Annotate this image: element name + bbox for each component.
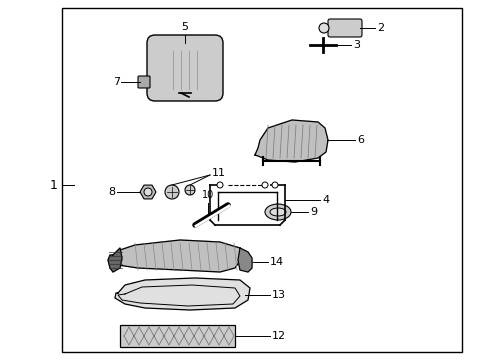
Circle shape [185, 185, 195, 195]
Polygon shape [113, 240, 242, 272]
Text: 10: 10 [202, 190, 214, 200]
Text: 14: 14 [270, 257, 284, 267]
Text: 4: 4 [322, 195, 329, 205]
Text: 6: 6 [357, 135, 364, 145]
FancyBboxPatch shape [328, 19, 362, 37]
Text: 1: 1 [50, 179, 58, 192]
FancyBboxPatch shape [147, 35, 223, 101]
Ellipse shape [270, 208, 286, 216]
Text: 5: 5 [181, 22, 189, 32]
Circle shape [217, 182, 223, 188]
Circle shape [165, 185, 179, 199]
Text: 11: 11 [212, 168, 226, 178]
Circle shape [144, 188, 152, 196]
Text: 3: 3 [353, 40, 360, 50]
Text: 7: 7 [113, 77, 120, 87]
Text: 8: 8 [108, 187, 115, 197]
Text: 13: 13 [272, 290, 286, 300]
Bar [120, 325, 235, 347]
Polygon shape [108, 248, 122, 272]
Circle shape [319, 23, 329, 33]
Polygon shape [255, 120, 328, 162]
Bar [62, 8, 462, 352]
Text: 12: 12 [272, 331, 286, 341]
Ellipse shape [265, 204, 291, 220]
Text: 9: 9 [310, 207, 317, 217]
Circle shape [272, 182, 278, 188]
Polygon shape [115, 278, 250, 310]
Text: 2: 2 [377, 23, 384, 33]
Circle shape [262, 182, 268, 188]
FancyBboxPatch shape [138, 76, 150, 88]
Polygon shape [238, 248, 252, 272]
